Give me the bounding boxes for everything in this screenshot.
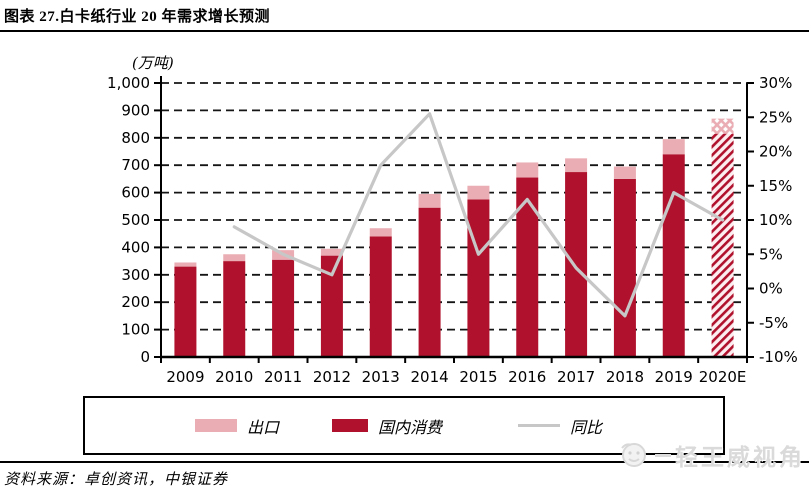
watermark-dash xyxy=(655,453,671,457)
svg-text:-5%: -5% xyxy=(759,314,788,332)
footer-divider xyxy=(0,461,809,463)
bar-export-2015 xyxy=(467,185,490,200)
svg-text:2019: 2019 xyxy=(655,368,693,386)
bar-export-2020E xyxy=(711,118,734,134)
svg-text:200: 200 xyxy=(121,293,150,311)
svg-text:5%: 5% xyxy=(759,245,783,263)
bar-export-2018 xyxy=(613,166,636,179)
right-axis-ticks: -10% -5% 0% 5% 10% 15% 20% 25% 30% xyxy=(747,74,798,366)
left-axis-unit-label: (万吨) xyxy=(132,54,174,72)
bar-export-2012 xyxy=(320,248,343,256)
bar-export-2013 xyxy=(369,228,392,237)
svg-text:2012: 2012 xyxy=(313,368,351,386)
svg-text:1,000: 1,000 xyxy=(107,74,150,92)
svg-text:2017: 2017 xyxy=(557,368,595,386)
bar-domestic-2013 xyxy=(369,236,392,357)
title-divider xyxy=(0,30,809,32)
source-note: 资料来源：卓创资讯，中银证券 xyxy=(4,470,229,488)
bar-domestic-2009 xyxy=(174,266,197,357)
legend-label-export: 出口 xyxy=(247,417,280,437)
svg-text:2011: 2011 xyxy=(264,368,302,386)
bar-export-2010 xyxy=(223,254,246,262)
bar-domestic-2015 xyxy=(467,199,490,357)
watermark-mascot-icon xyxy=(621,443,646,467)
axes xyxy=(160,76,748,359)
svg-text:0: 0 xyxy=(140,348,150,366)
x-axis-ticks: 2009 2010 2011 2012 2013 2014 2015 2016 2017 2018… xyxy=(160,357,748,386)
bar-export-2009 xyxy=(174,262,197,267)
svg-text:2015: 2015 xyxy=(459,368,497,386)
svg-text:0%: 0% xyxy=(759,280,783,298)
svg-text:2014: 2014 xyxy=(410,368,448,386)
svg-text:15%: 15% xyxy=(759,177,792,195)
svg-text:25%: 25% xyxy=(759,108,792,126)
svg-text:30%: 30% xyxy=(759,74,792,92)
bar-domestic-2014 xyxy=(418,207,441,357)
chart-legend: 出口 国内消费 同比 xyxy=(83,396,725,455)
svg-text:500: 500 xyxy=(121,211,150,229)
yoy-line-series xyxy=(232,112,725,318)
bar-domestic-2017 xyxy=(565,172,588,357)
svg-text:2016: 2016 xyxy=(508,368,546,386)
bar-export-2019 xyxy=(662,139,685,155)
legend-item-export: 出口 xyxy=(195,414,279,438)
bars-group xyxy=(174,118,734,357)
svg-text:2010: 2010 xyxy=(215,368,253,386)
svg-text:700: 700 xyxy=(121,156,150,174)
left-axis-ticks: 0 100 200 300 400 500 600 700 800 900 1,000 xyxy=(107,74,161,366)
legend-item-yoy: 同比 xyxy=(518,414,602,438)
svg-text:100: 100 xyxy=(121,321,150,339)
watermark-text: 轻王威视角 xyxy=(675,444,805,470)
bar-domestic-2020E xyxy=(711,133,734,357)
export-swatch-icon xyxy=(195,419,237,432)
gridlines xyxy=(161,82,747,331)
bar-export-2014 xyxy=(418,193,441,208)
figure-title: 图表 27.白卡纸行业 20 年需求增长预测 xyxy=(4,9,271,25)
svg-text:800: 800 xyxy=(121,129,150,147)
bar-domestic-2010 xyxy=(223,261,246,357)
legend-label-domestic: 国内消费 xyxy=(378,417,443,437)
bar-domestic-2012 xyxy=(320,255,343,357)
svg-text:2018: 2018 xyxy=(606,368,644,386)
svg-text:2020E: 2020E xyxy=(699,368,747,386)
yoy-line-swatch-icon xyxy=(518,424,560,427)
svg-text:2013: 2013 xyxy=(362,368,400,386)
legend-label-yoy: 同比 xyxy=(570,417,603,437)
bar-export-2017 xyxy=(565,158,588,173)
bar-domestic-2011 xyxy=(272,259,295,357)
bar-export-2016 xyxy=(516,162,539,178)
bar-domestic-2016 xyxy=(516,177,539,357)
svg-text:400: 400 xyxy=(121,238,150,256)
svg-text:-10%: -10% xyxy=(759,348,798,366)
legend-item-domestic: 国内消费 xyxy=(332,414,442,438)
svg-text:20%: 20% xyxy=(759,143,792,161)
svg-text:300: 300 xyxy=(121,266,150,284)
svg-text:900: 900 xyxy=(121,101,150,119)
bar-domestic-2018 xyxy=(613,178,636,357)
svg-text:2009: 2009 xyxy=(166,368,204,386)
bar-domestic-2019 xyxy=(662,154,685,357)
svg-text:10%: 10% xyxy=(759,211,792,229)
domestic-swatch-icon xyxy=(332,419,368,432)
watermark: 轻王威视角 xyxy=(619,438,805,472)
svg-text:600: 600 xyxy=(121,184,150,202)
